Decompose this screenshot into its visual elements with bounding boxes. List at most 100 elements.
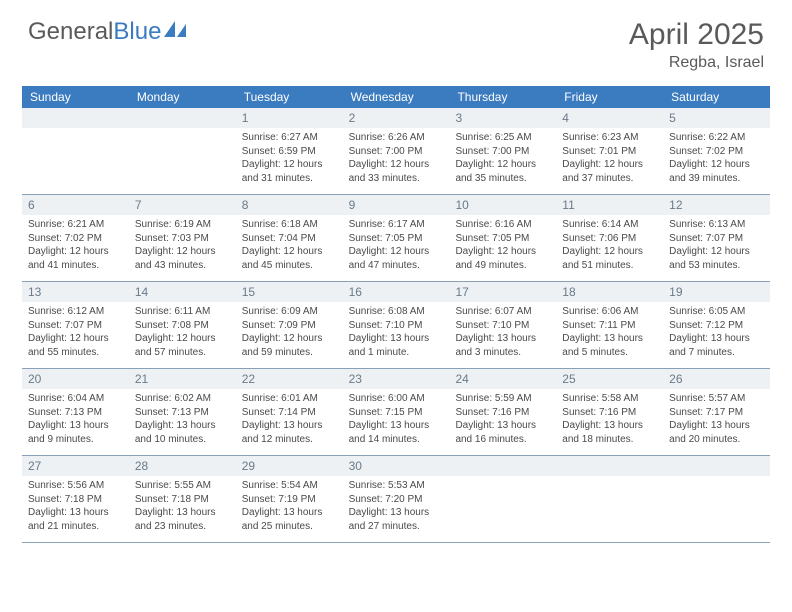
sunset-text: Sunset: 7:02 PM [669, 145, 764, 159]
daylight-text: Daylight: 12 hours and 31 minutes. [242, 158, 337, 185]
daylight-text: Daylight: 12 hours and 59 minutes. [242, 332, 337, 359]
day-details: Sunrise: 6:11 AMSunset: 7:08 PMDaylight:… [135, 305, 230, 359]
sunrise-text: Sunrise: 6:25 AM [455, 131, 550, 145]
day-details: Sunrise: 5:59 AMSunset: 7:16 PMDaylight:… [455, 392, 550, 446]
sunset-text: Sunset: 7:06 PM [562, 232, 657, 246]
day-number: 9 [343, 195, 450, 215]
day-details: Sunrise: 6:06 AMSunset: 7:11 PMDaylight:… [562, 305, 657, 359]
calendar-cell: 4Sunrise: 6:23 AMSunset: 7:01 PMDaylight… [556, 108, 663, 194]
day-number: 17 [449, 282, 556, 302]
sunrise-text: Sunrise: 6:13 AM [669, 218, 764, 232]
day-number: 14 [129, 282, 236, 302]
daylight-text: Daylight: 12 hours and 43 minutes. [135, 245, 230, 272]
sunrise-text: Sunrise: 6:23 AM [562, 131, 657, 145]
calendar-header-row: Sunday Monday Tuesday Wednesday Thursday… [22, 86, 770, 108]
day-details: Sunrise: 6:21 AMSunset: 7:02 PMDaylight:… [28, 218, 123, 272]
sunset-text: Sunset: 7:19 PM [242, 493, 337, 507]
day-details: Sunrise: 6:08 AMSunset: 7:10 PMDaylight:… [349, 305, 444, 359]
sunrise-text: Sunrise: 6:02 AM [135, 392, 230, 406]
calendar-cell: 17 Sunrise: 6:07 AMSunset: 7:10 PMDayligh… [449, 282, 556, 368]
weekday-header: Thursday [449, 86, 556, 108]
calendar-cell: 13 Sunrise: 6:12 AMSunset: 7:07 PMDayligh… [22, 282, 129, 368]
day-number [129, 108, 236, 128]
sunrise-text: Sunrise: 6:21 AM [28, 218, 123, 232]
weekday-header: Tuesday [236, 86, 343, 108]
sunset-text: Sunset: 7:13 PM [28, 406, 123, 420]
day-details: Sunrise: 6:25 AMSunset: 7:00 PMDaylight:… [455, 131, 550, 185]
daylight-text: Daylight: 13 hours and 3 minutes. [455, 332, 550, 359]
day-details: Sunrise: 6:12 AMSunset: 7:07 PMDaylight:… [28, 305, 123, 359]
sunset-text: Sunset: 7:18 PM [135, 493, 230, 507]
daylight-text: Daylight: 12 hours and 45 minutes. [242, 245, 337, 272]
daylight-text: Daylight: 13 hours and 7 minutes. [669, 332, 764, 359]
day-details: Sunrise: 6:02 AMSunset: 7:13 PMDaylight:… [135, 392, 230, 446]
sunrise-text: Sunrise: 6:07 AM [455, 305, 550, 319]
day-details: Sunrise: 6:09 AMSunset: 7:09 PMDaylight:… [242, 305, 337, 359]
calendar-cell: 22 Sunrise: 6:01 AMSunset: 7:14 PMDayligh… [236, 369, 343, 455]
sail-icon [164, 18, 186, 46]
sunrise-text: Sunrise: 5:56 AM [28, 479, 123, 493]
sunrise-text: Sunrise: 5:59 AM [455, 392, 550, 406]
sunrise-text: Sunrise: 6:27 AM [242, 131, 337, 145]
page-header: GeneralBlue April 2025 Regba, Israel [0, 0, 792, 80]
sunset-text: Sunset: 7:10 PM [455, 319, 550, 333]
day-details: Sunrise: 5:57 AMSunset: 7:17 PMDaylight:… [669, 392, 764, 446]
day-details: Sunrise: 5:54 AMSunset: 7:19 PMDaylight:… [242, 479, 337, 533]
sunrise-text: Sunrise: 6:09 AM [242, 305, 337, 319]
sunrise-text: Sunrise: 6:06 AM [562, 305, 657, 319]
sunrise-text: Sunrise: 6:11 AM [135, 305, 230, 319]
calendar-cell: 21Sunrise: 6:02 AMSunset: 7:13 PMDayligh… [129, 369, 236, 455]
sunrise-text: Sunrise: 6:00 AM [349, 392, 444, 406]
day-number: 19 [663, 282, 770, 302]
sunrise-text: Sunrise: 5:57 AM [669, 392, 764, 406]
sunrise-text: Sunrise: 6:12 AM [28, 305, 123, 319]
sunset-text: Sunset: 7:05 PM [455, 232, 550, 246]
calendar-row: 1Sunrise: 6:27 AMSunset: 6:59 PMDaylight… [22, 108, 770, 195]
sunset-text: Sunset: 7:05 PM [349, 232, 444, 246]
day-number: 24 [449, 369, 556, 389]
sunset-text: Sunset: 7:07 PM [28, 319, 123, 333]
sunset-text: Sunset: 7:00 PM [349, 145, 444, 159]
sunset-text: Sunset: 7:13 PM [135, 406, 230, 420]
sunset-text: Sunset: 7:04 PM [242, 232, 337, 246]
sunset-text: Sunset: 7:07 PM [669, 232, 764, 246]
day-details: Sunrise: 6:01 AMSunset: 7:14 PMDaylight:… [242, 392, 337, 446]
sunset-text: Sunset: 7:00 PM [455, 145, 550, 159]
daylight-text: Daylight: 13 hours and 14 minutes. [349, 419, 444, 446]
daylight-text: Daylight: 13 hours and 27 minutes. [349, 506, 444, 533]
daylight-text: Daylight: 12 hours and 35 minutes. [455, 158, 550, 185]
sunset-text: Sunset: 7:09 PM [242, 319, 337, 333]
day-number: 2 [343, 108, 450, 128]
daylight-text: Daylight: 13 hours and 23 minutes. [135, 506, 230, 533]
sunset-text: Sunset: 7:20 PM [349, 493, 444, 507]
calendar-cell: 9Sunrise: 6:17 AMSunset: 7:05 PMDaylight… [343, 195, 450, 281]
day-details: Sunrise: 6:14 AMSunset: 7:06 PMDaylight:… [562, 218, 657, 272]
daylight-text: Daylight: 12 hours and 39 minutes. [669, 158, 764, 185]
day-number: 26 [663, 369, 770, 389]
sunrise-text: Sunrise: 6:19 AM [135, 218, 230, 232]
day-number: 22 [236, 369, 343, 389]
calendar-cell: 20Sunrise: 6:04 AMSunset: 7:13 PMDayligh… [22, 369, 129, 455]
sunset-text: Sunset: 7:18 PM [28, 493, 123, 507]
day-number [663, 456, 770, 476]
day-number: 23 [343, 369, 450, 389]
weekday-header: Sunday [22, 86, 129, 108]
daylight-text: Daylight: 12 hours and 41 minutes. [28, 245, 123, 272]
sunrise-text: Sunrise: 6:14 AM [562, 218, 657, 232]
day-number: 13 [22, 282, 129, 302]
daylight-text: Daylight: 12 hours and 51 minutes. [562, 245, 657, 272]
calendar-cell: 7Sunrise: 6:19 AMSunset: 7:03 PMDaylight… [129, 195, 236, 281]
day-details: Sunrise: 6:00 AMSunset: 7:15 PMDaylight:… [349, 392, 444, 446]
day-number: 3 [449, 108, 556, 128]
sunset-text: Sunset: 7:11 PM [562, 319, 657, 333]
calendar-cell: 25Sunrise: 5:58 AMSunset: 7:16 PMDayligh… [556, 369, 663, 455]
day-number: 4 [556, 108, 663, 128]
sunset-text: Sunset: 7:14 PM [242, 406, 337, 420]
sunrise-text: Sunrise: 6:17 AM [349, 218, 444, 232]
day-number: 1 [236, 108, 343, 128]
brand-part1: General [28, 18, 113, 46]
calendar-cell: 18Sunrise: 6:06 AMSunset: 7:11 PMDayligh… [556, 282, 663, 368]
daylight-text: Daylight: 13 hours and 25 minutes. [242, 506, 337, 533]
day-details: Sunrise: 6:05 AMSunset: 7:12 PMDaylight:… [669, 305, 764, 359]
title-block: April 2025 Regba, Israel [629, 18, 764, 72]
